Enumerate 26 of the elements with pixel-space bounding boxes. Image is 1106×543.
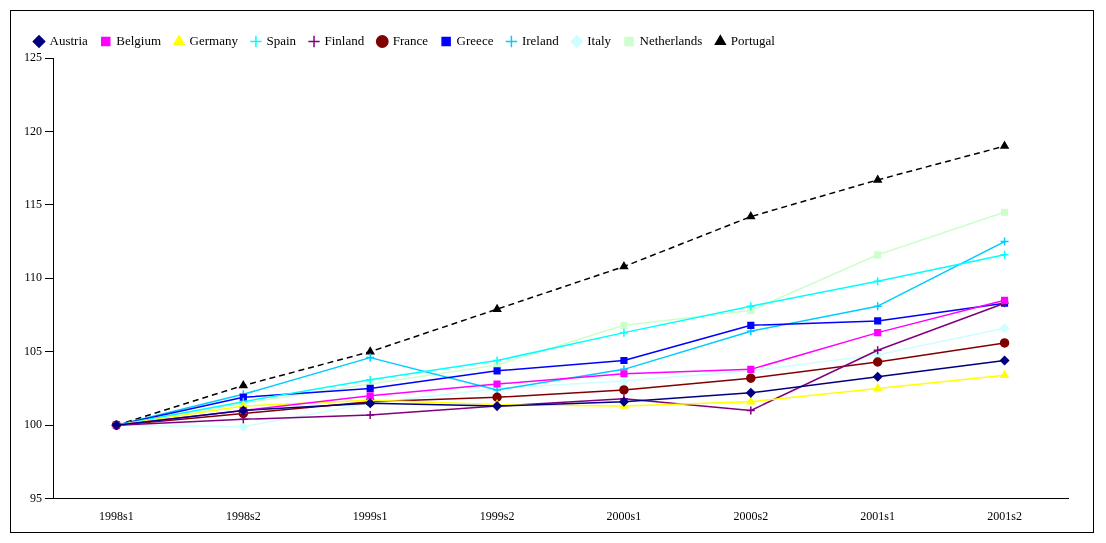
y-tick-label: 120 <box>24 123 42 138</box>
x-tick-label: 1998s1 <box>99 508 134 523</box>
legend-label: Finland <box>324 32 365 48</box>
x-tick-label: 1999s1 <box>352 508 388 523</box>
x-tick-label: 2001s2 <box>987 508 1022 523</box>
y-tick-label: 105 <box>24 343 42 358</box>
legend-label: Italy <box>587 32 612 48</box>
x-tick-label: 2000s1 <box>606 508 642 523</box>
legend-label: Netherlands <box>639 32 703 48</box>
x-tick-label: 2000s2 <box>733 508 769 523</box>
legend-label: Portugal <box>730 32 776 48</box>
legend-label: Austria <box>49 32 88 48</box>
y-tick-label: 95 <box>30 490 42 505</box>
x-tick-label: 1999s2 <box>479 508 515 523</box>
x-tick-label: 2001s1 <box>860 508 896 523</box>
legend-label: Belgium <box>116 32 162 48</box>
legend-label: Greece <box>456 32 494 48</box>
legend-label: Ireland <box>521 32 560 48</box>
legend-label: Germany <box>189 32 239 48</box>
y-tick-label: 125 <box>24 50 42 65</box>
legend-label: Spain <box>266 32 297 48</box>
y-tick-label: 115 <box>24 197 42 212</box>
legend-label: France <box>392 32 429 48</box>
y-tick-label: 100 <box>24 417 42 432</box>
y-tick-label: 110 <box>24 270 42 285</box>
x-tick-label: 1998s2 <box>225 508 261 523</box>
